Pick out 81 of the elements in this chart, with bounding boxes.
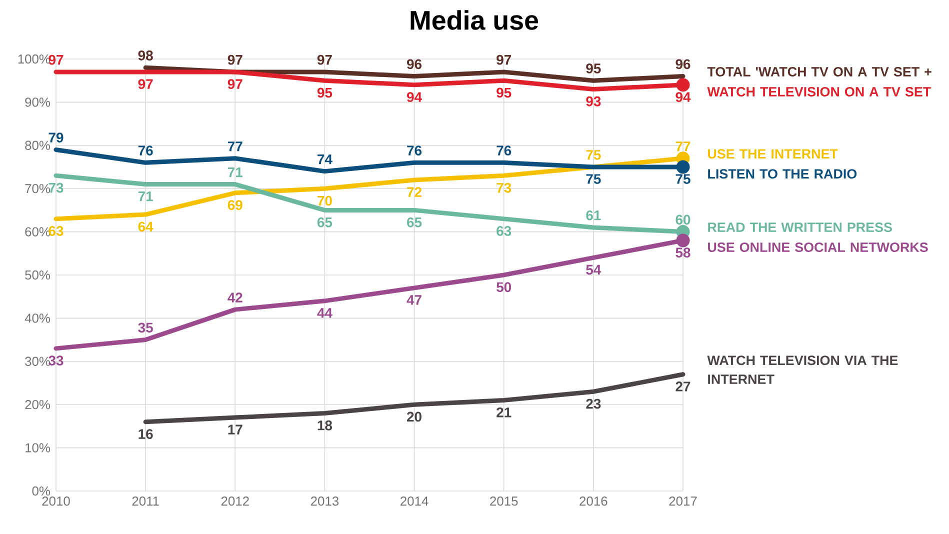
y-tick-label: 100% [18,54,50,64]
data-label: 97 [48,54,64,65]
data-label: 79 [48,132,64,143]
data-label: 20 [407,412,422,422]
y-tick-label: 0% [32,486,50,496]
series-label: TOTAL 'WATCH TV ON A TV SET + [707,66,932,77]
data-label: 95 [586,64,601,74]
y-tick-label: 50% [25,270,50,280]
data-label: 44 [317,308,332,318]
data-label: 97 [496,54,511,65]
data-label: 95 [496,88,512,98]
x-tick-label: 2015 [490,496,518,506]
data-label: 96 [676,59,690,70]
data-label: 73 [496,182,512,193]
data-label: 71 [228,167,243,178]
data-label: 35 [138,322,153,333]
x-tick-label: 2016 [580,496,608,506]
data-label: 77 [228,142,242,152]
x-tick-label: 2014 [400,496,428,506]
data-label: 75 [586,150,601,160]
series-label: WATCH TELEVISION VIA THE INTERNET [707,356,898,384]
data-label: 64 [138,222,154,232]
data-label: 76 [407,146,422,156]
data-label: 21 [496,407,512,418]
data-label: 72 [407,187,422,197]
data-label: 73 [48,182,64,193]
data-label: 75 [586,174,601,184]
data-label: 76 [138,146,153,156]
data-label: 69 [228,200,242,210]
data-label: 97 [138,79,153,90]
x-tick-label: 2010 [42,496,70,506]
data-label: 96 [407,59,422,70]
data-label: 60 [676,214,690,225]
data-label: 61 [586,210,601,220]
data-label: 23 [586,398,601,409]
y-tick-label: 30% [25,356,50,366]
data-label: 63 [48,226,64,236]
series-label: USE THE INTERNET [708,149,838,159]
data-label: 27 [676,382,690,392]
y-tick-label: 20% [25,400,50,410]
data-label: 76 [496,146,512,156]
data-label: 18 [318,420,332,430]
data-label: 97 [228,54,242,65]
data-label: 98 [138,50,153,60]
data-label: 75 [676,174,690,184]
y-tick-label: 80% [25,140,50,150]
data-label: 33 [48,356,64,366]
x-tick-label: 2013 [310,496,339,506]
data-label: 95 [317,88,332,98]
y-tick-label: 70% [25,184,50,194]
data-label: 94 [676,92,691,102]
data-label: 77 [676,142,690,152]
data-label: 58 [676,248,690,258]
data-label: 42 [228,292,242,302]
data-label: 63 [496,226,512,236]
y-tick-label: 10% [26,443,50,452]
data-label: 93 [586,96,601,106]
data-label: 50 [496,282,512,292]
y-tick-label: 60% [25,227,50,236]
data-label: 17 [228,424,242,434]
data-label: 74 [318,154,332,164]
chart-title: Media use [410,10,538,30]
series-label: LISTEN TO THE RADIO [708,169,857,179]
data-label: 70 [318,196,332,206]
data-label: 97 [317,54,332,65]
series-label: READ THE WRITTEN PRESS [708,222,892,232]
x-tick-label: 2012 [221,496,249,506]
series-label: USE ONLINE SOCIAL NETWORKS [708,242,928,252]
data-label: 71 [138,191,153,202]
data-label: 94 [407,92,422,102]
data-label: 65 [407,217,422,228]
y-tick-label: 90% [25,98,50,107]
x-tick-label: 2011 [132,496,159,506]
series-label: WATCH TELEVISION ON A TV SET [707,86,931,97]
y-tick-label: 40% [24,314,50,323]
data-label: 65 [317,217,332,228]
data-label: 47 [406,295,422,305]
data-label: 54 [586,264,602,275]
data-label: 97 [228,79,242,90]
data-label: 16 [138,429,153,439]
x-tick-label: 2017 [669,496,697,506]
